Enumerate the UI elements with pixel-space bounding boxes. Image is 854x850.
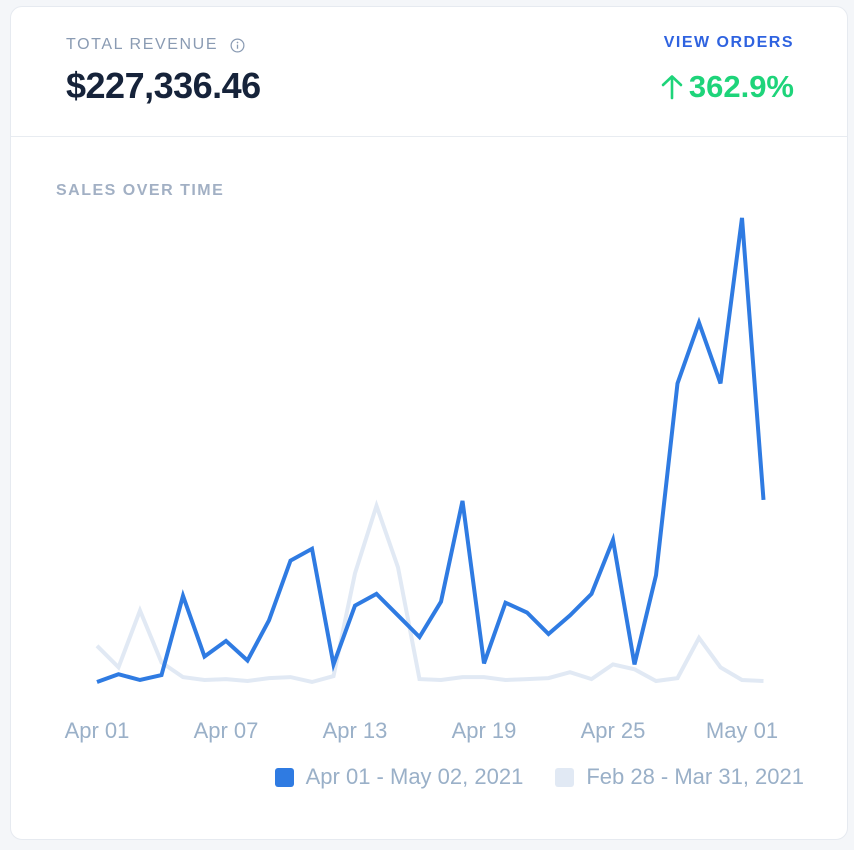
total-revenue-label: TOTAL REVENUE xyxy=(66,36,245,54)
legend-swatch-previous xyxy=(555,767,575,787)
series-line-current xyxy=(96,217,766,684)
total-revenue-value: $227,336.46 xyxy=(66,65,261,106)
legend-item-current[interactable]: Apr 01 - May 02, 2021 xyxy=(274,764,524,790)
x-tick-label: Apr 01 xyxy=(65,718,130,743)
view-orders-link[interactable]: VIEW ORDERS xyxy=(663,34,794,51)
sales-chart: Apr 01 Apr 07 Apr 13 Apr 19 Apr 25 May 01 xyxy=(65,217,778,743)
revenue-change-value: 362.9% xyxy=(688,69,794,104)
legend-label-previous: Feb 28 - Mar 31, 2021 xyxy=(586,764,804,789)
x-tick-label: Apr 13 xyxy=(323,718,388,743)
arrow-up-icon xyxy=(661,75,683,100)
x-tick-label: Apr 19 xyxy=(452,718,517,743)
legend-item-previous[interactable]: Feb 28 - Mar 31, 2021 xyxy=(555,764,804,790)
chart-title: SALES OVER TIME xyxy=(56,182,225,199)
chart-legend: Apr 01 - May 02, 2021 Feb 28 - Mar 31, 2… xyxy=(243,764,804,790)
x-tick-label: Apr 25 xyxy=(581,718,646,743)
total-revenue-label-text: TOTAL REVENUE xyxy=(66,36,219,53)
revenue-card: TOTAL REVENUE $227,336.46 VIEW ORDERS 36… xyxy=(10,6,848,840)
legend-label-current: Apr 01 - May 02, 2021 xyxy=(305,764,524,789)
series-line-previous xyxy=(95,499,764,685)
x-tick-label: May 01 xyxy=(706,718,778,743)
card-header: TOTAL REVENUE $227,336.46 VIEW ORDERS 36… xyxy=(11,7,847,137)
info-icon[interactable] xyxy=(230,38,245,53)
x-tick-label: Apr 07 xyxy=(194,718,259,743)
legend-swatch-current xyxy=(274,767,294,787)
revenue-change: 362.9% xyxy=(661,69,794,105)
